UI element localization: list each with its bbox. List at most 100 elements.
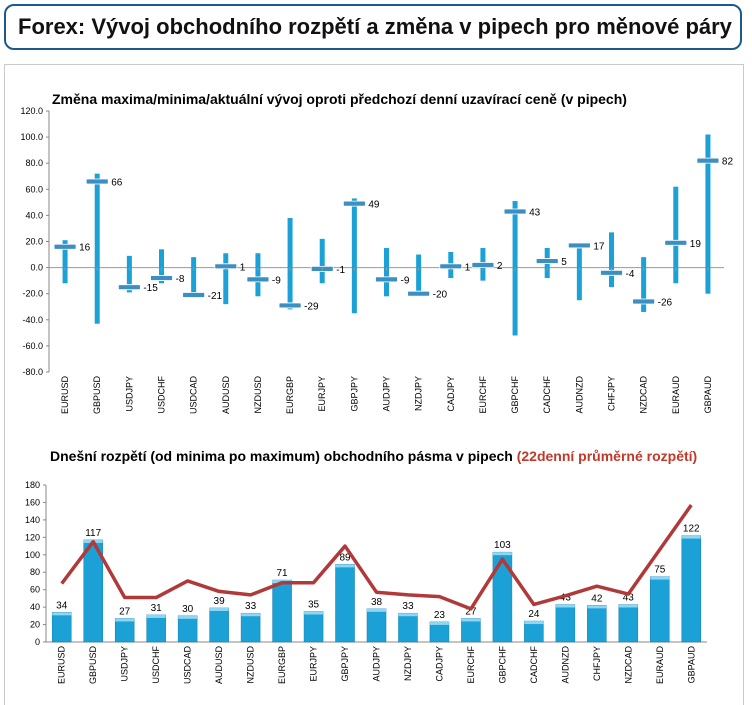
chart1-range-bar <box>705 134 711 294</box>
chart2-y-tick-label: 60 <box>30 585 40 595</box>
chart2-bar-cap <box>115 618 135 622</box>
chart1-current-label: -26 <box>658 298 673 309</box>
chart1-range-bar <box>287 218 293 310</box>
chart1-range-bar <box>641 257 647 312</box>
chart2-x-tick-label: CADJPY <box>434 646 444 682</box>
chart1-current-marker <box>278 302 302 309</box>
chart2-value-label: 71 <box>277 568 289 579</box>
chart1-y-tick-label: 60.0 <box>25 184 43 194</box>
chart1-y-tick-label: 100.0 <box>20 132 43 142</box>
chart2-bar-cap <box>524 621 544 625</box>
chart1-x-tick-label: AUDNZD <box>574 376 584 414</box>
chart1-range-bar <box>576 242 582 301</box>
chart2-bar <box>209 607 229 643</box>
chart1-y-tick-label: -20.0 <box>22 289 43 299</box>
chart2-x-tick-label: EURGBP <box>277 646 287 684</box>
chart2-bar-cap <box>492 552 512 556</box>
chart2-value-label: 24 <box>528 609 540 620</box>
chart2-value-label: 75 <box>654 565 666 576</box>
chart1-y-tick-label: -60.0 <box>22 341 43 351</box>
chart2-value-label: 117 <box>85 528 101 539</box>
chart2-y-tick-label: 40 <box>30 602 40 612</box>
chart1-current-label: 16 <box>79 243 91 254</box>
chart2-bar <box>618 604 639 643</box>
chart2-bar <box>555 604 576 643</box>
chart2-x-tick-label: EURJPY <box>309 646 319 682</box>
chart1-x-tick-label: GBPJPY <box>349 376 359 412</box>
chart2-value-label: 43 <box>560 592 572 603</box>
chart2-bar-cap <box>398 613 418 617</box>
chart1-current-marker <box>182 292 206 298</box>
chart2-x-tick-label: USDJPY <box>120 646 130 682</box>
chart2-bar-cap <box>304 611 324 615</box>
chart2-bar <box>429 621 450 643</box>
chart2-y-tick-label: 140 <box>25 515 40 525</box>
chart1-x-tick-label: EURJPY <box>317 376 327 412</box>
chart1-range-bar <box>159 249 164 284</box>
chart1-range-bar <box>62 240 68 284</box>
chart2-bar-cap <box>618 604 638 608</box>
chart2-title: Dnešní rozpětí (od minima po maximum) ob… <box>50 448 697 464</box>
chart2-y-tick-label: 20 <box>30 620 40 630</box>
chart2-y-tick-label: 180 <box>25 480 40 490</box>
chart1-current-marker <box>503 208 527 215</box>
chart1-current-marker <box>85 178 109 185</box>
chart2-value-label: 103 <box>494 540 511 551</box>
range-chart: 120.0 100.0 80.0 60.0 40.0 20.0 0.0 -20.0 -40.0 -… <box>20 106 733 415</box>
chart1-x-tick-label: NZDUSD <box>253 376 263 414</box>
chart2-bar <box>366 608 387 643</box>
chart2-avg22-line <box>60 504 693 611</box>
chart1-x-tick-label: GBPCHF <box>510 376 520 414</box>
chart2-bar <box>114 618 135 643</box>
chart2-value-label: 38 <box>371 597 383 608</box>
chart2-x-tick-label: GBPCHF <box>497 646 507 684</box>
chart2-value-label: 34 <box>56 600 68 611</box>
chart2-y-tick-label: 120 <box>25 532 40 542</box>
chart1-current-label: 49 <box>368 200 380 211</box>
chart2-bar-cap <box>587 605 607 609</box>
chart1-range-bar <box>255 253 261 297</box>
chart2-bar-cap <box>52 612 72 616</box>
chart2-x-tick-label: EURUSD <box>57 646 67 685</box>
chart1-current-label: 2 <box>497 261 503 272</box>
chart1-current-label: 19 <box>690 239 702 250</box>
chart2-bar <box>303 611 324 643</box>
chart2-bar-cap <box>241 613 261 617</box>
chart1-title: Změna maxima/minima/aktuální vývoj oprot… <box>52 91 627 107</box>
chart2-bar-cap <box>555 604 575 608</box>
chart1-current-marker <box>535 258 559 264</box>
chart1-current-marker <box>342 200 366 207</box>
chart2-bar-cap <box>146 614 166 618</box>
chart2-value-label: 30 <box>182 604 194 615</box>
chart2-x-tick-label: AUDNZD <box>560 646 570 684</box>
chart2-bar <box>524 620 544 643</box>
chart2-x-tick-label: EURCHF <box>466 645 476 683</box>
chart2-title-text: Dnešní rozpětí (od minima po maximum) ob… <box>50 448 513 464</box>
chart2-y-tick-label: 100 <box>25 550 40 560</box>
chart1-current-label: -9 <box>401 275 410 286</box>
chart1-x-tick-label: EURGBP <box>285 376 295 414</box>
chart2-bar <box>240 612 261 643</box>
chart2-x-tick-label: GBPAUD <box>686 646 696 684</box>
chart2-bar-cap <box>650 576 670 580</box>
chart1-current-label: 5 <box>561 257 567 268</box>
chart1-x-tick-label: USDJPY <box>124 376 134 412</box>
chart1-x-tick-label: CADJPY <box>446 376 456 412</box>
chart1-x-tick-label: GBPUSD <box>92 376 102 415</box>
chart1-range-bar <box>673 186 679 284</box>
chart2-x-tick-label: AUDUSD <box>214 646 224 685</box>
chart2-x-tick-label: NZDCAD <box>623 646 633 684</box>
page-header: Forex: Vývoj obchodního rozpětí a změna … <box>4 4 742 50</box>
chart1-current-marker <box>471 262 495 268</box>
chart1-range-bar <box>416 254 422 296</box>
chart1-current-marker <box>117 284 141 291</box>
chart2-bar <box>492 551 513 643</box>
chart1-range-bar <box>319 238 325 284</box>
chart2-x-tick-label: GBPJPY <box>340 646 350 682</box>
chart1-current-marker <box>246 276 270 283</box>
chart1-x-tick-label: AUDUSD <box>221 376 231 415</box>
chart1-range-bar <box>351 198 357 314</box>
chart2-value-label: 33 <box>402 601 414 612</box>
chart2-bar-cap <box>209 607 229 611</box>
chart1-current-label: -1 <box>336 265 345 276</box>
